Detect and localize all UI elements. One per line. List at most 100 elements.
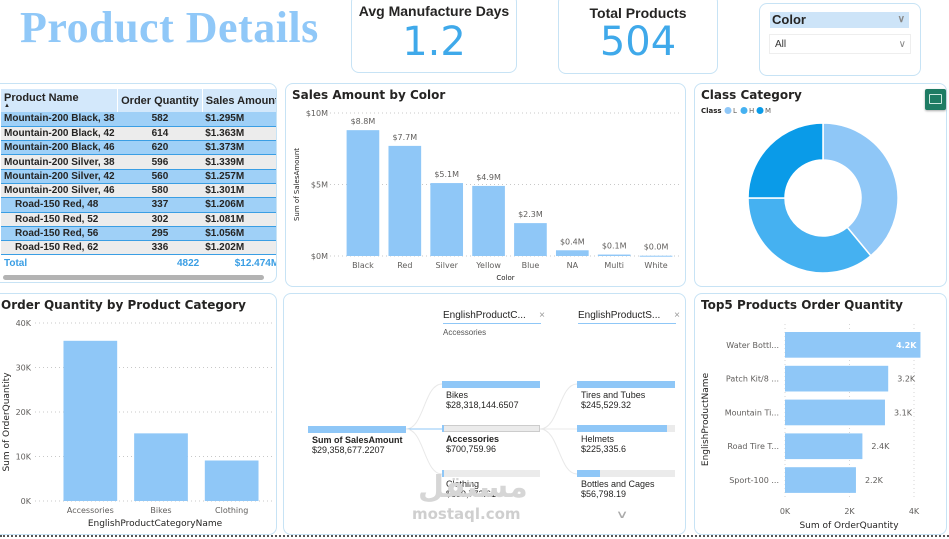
node-value: $700,759.96	[446, 444, 497, 454]
table-row[interactable]: Mountain-200 Black, 38 582 $1.295M	[1, 112, 276, 127]
x-tick-label: Black	[352, 261, 374, 270]
page-title: Product Details	[20, 3, 319, 52]
slicer-header[interactable]: Color ∨	[770, 12, 909, 28]
data-label: $8.8M	[351, 117, 376, 126]
node-bar-fill	[577, 425, 667, 432]
close-icon[interactable]: ×	[539, 310, 545, 321]
y-tick-label: 0K	[21, 497, 32, 506]
donut-slice-l	[822, 122, 899, 257]
level1-node[interactable]: Accessories $700,759.96	[442, 425, 540, 455]
x-axis-title: EnglishProductCategoryName	[88, 519, 223, 529]
legend-marker	[756, 107, 764, 114]
table-row[interactable]: Mountain-200 Black, 42 614 $1.363M	[1, 126, 276, 142]
table-row[interactable]: Mountain-200 Silver, 38 596 $1.339M	[1, 154, 276, 170]
legend-title: Class	[701, 107, 722, 115]
cell-order-quantity: 337	[117, 197, 203, 213]
data-label: $2.3M	[518, 210, 543, 219]
level2-node[interactable]: Bottles and Cages $56,798.19	[577, 470, 675, 500]
donut-slice-h	[747, 197, 872, 274]
bar	[388, 145, 422, 256]
data-label: $0.4M	[560, 237, 585, 246]
level2-header[interactable]: EnglishProductS... ×	[578, 310, 680, 324]
expand-more-icon[interactable]: ∨	[615, 508, 629, 521]
node-label: Clothing	[446, 479, 480, 489]
level2-node[interactable]: Helmets $225,335.6	[577, 425, 675, 455]
x-tick-label: NA	[567, 261, 579, 270]
table-row[interactable]: Mountain-200 Black, 46 620 $1.373M	[1, 140, 276, 156]
total-label: Total	[1, 254, 118, 271]
bar	[785, 399, 885, 426]
color-slicer: Color ∨ All ∨	[759, 3, 921, 76]
cell-order-quantity: 336	[117, 240, 203, 256]
bar	[597, 254, 631, 256]
data-label: $0.0M	[644, 243, 669, 252]
cell-sales-amount: $1.339M	[202, 154, 276, 170]
bar	[63, 340, 118, 501]
cell-product-name: Mountain-200 Black, 38	[1, 112, 118, 127]
level1-header[interactable]: EnglishProductC... ×	[443, 310, 545, 324]
x-axis-title: Color	[496, 274, 514, 282]
column-header-sales-amount[interactable]: Sales Amount	[202, 89, 276, 112]
cell-order-quantity: 620	[117, 140, 203, 156]
cell-product-name: Mountain-200 Black, 46	[1, 140, 118, 156]
node-value: $29,358,677.2207	[312, 445, 385, 455]
node-bar-fill	[442, 425, 445, 432]
cell-product-name: Mountain-200 Silver, 46	[1, 183, 118, 199]
level1-node[interactable]: Clothing $339,772.61	[442, 470, 540, 500]
decomposition-tree: EnglishProductC... × Accessories English…	[283, 293, 686, 535]
table-row[interactable]: Road-150 Red, 52 302 $1.081M	[1, 212, 276, 227]
kpi-value: 1.2	[402, 19, 466, 65]
bar	[785, 365, 889, 392]
cell-sales-amount: $1.363M	[202, 126, 276, 142]
table-row[interactable]: Mountain-200 Silver, 42 560 $1.257M	[1, 169, 276, 184]
node-bar	[308, 426, 406, 433]
node-label: Helmets	[581, 434, 615, 444]
focus-mode-button[interactable]	[925, 89, 946, 110]
chart-title: Order Quantity by Product Category	[1, 298, 246, 312]
horizontal-scrollbar[interactable]	[3, 275, 264, 280]
top5-products-svg: 0K 2K 4K Water Bottl... 4.2K Patch Kit/8 ... 3…	[701, 324, 921, 531]
chart-title: Class Category	[701, 88, 802, 102]
level2-node[interactable]: Tires and Tubes $245,529.32	[577, 381, 675, 411]
y-tick-label: 40K	[16, 319, 32, 328]
watermark: mostaql.com	[412, 505, 521, 523]
cell-product-name: Mountain-200 Silver, 42	[1, 169, 118, 184]
level1-node[interactable]: Bikes $28,318,144.6507	[442, 381, 540, 411]
x-tick-label: White	[644, 261, 667, 270]
link-line	[539, 383, 578, 430]
x-tick-label: Clothing	[215, 506, 248, 515]
order-qty-by-category-svg: 0K 10K 20K 30K 40K Accessories Bikes Clothing En…	[2, 319, 275, 529]
y-axis-title: Sum of OrderQuantity	[2, 372, 12, 472]
table-row[interactable]: Road-150 Red, 56 295 $1.056M	[1, 226, 276, 242]
kpi-card-avg-manufacture-days: Avg Manufacture Days 1.2	[351, 0, 517, 73]
table-row[interactable]: Road-150 Red, 62 336 $1.202M	[1, 240, 276, 256]
matrix-table: Product Name ▲ Order Quantity Sales Amou…	[1, 89, 276, 271]
link-line	[405, 428, 443, 475]
kpi-card-total-products: Total Products 504	[558, 0, 718, 74]
x-tick-label: Yellow	[475, 261, 501, 270]
decomposition-links-svg	[405, 383, 578, 475]
table-row[interactable]: Mountain-200 Silver, 46 580 $1.301M	[1, 183, 276, 199]
page-bottom-border	[0, 535, 949, 537]
close-icon[interactable]: ×	[674, 310, 680, 321]
node-bar-fill	[577, 381, 675, 388]
cell-order-quantity: 580	[117, 183, 203, 199]
root-node[interactable]: Sum of SalesAmount $29,358,677.2207	[308, 426, 408, 456]
y-tick-label: 10K	[16, 453, 32, 462]
y-tick-label: Sport-100 ...	[729, 476, 779, 485]
table-row[interactable]: Road-150 Red, 48 337 $1.206M	[1, 197, 276, 213]
bar	[204, 460, 259, 501]
node-label: Bottles and Cages	[581, 479, 655, 489]
column-header-product-name[interactable]: Product Name ▲	[1, 89, 119, 112]
slicer-dropdown[interactable]: All ∨	[769, 34, 911, 54]
column-header-order-quantity[interactable]: Order Quantity	[117, 89, 203, 112]
y-tick-label: 20K	[16, 408, 32, 417]
class-category-chart: Class Category Class L H M	[694, 83, 947, 287]
x-tick-label: Blue	[522, 261, 540, 270]
cell-order-quantity: 560	[117, 169, 203, 184]
sales-by-color-chart: Sales Amount by Color $0M $5M $10M $8.8M Bla…	[285, 83, 686, 287]
x-tick-label: Bikes	[150, 506, 171, 515]
comment-icon	[929, 94, 942, 104]
legend-label: M	[765, 107, 771, 115]
level1-filter: Accessories	[443, 328, 487, 337]
